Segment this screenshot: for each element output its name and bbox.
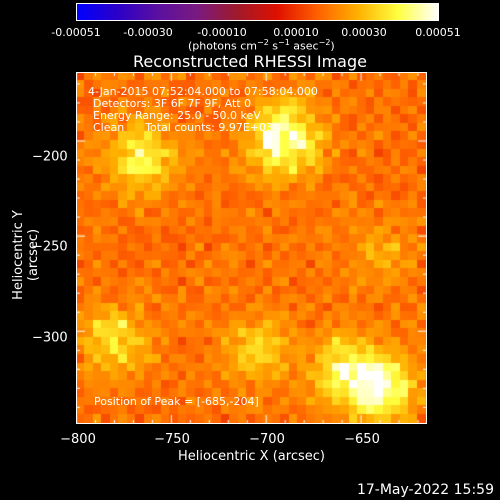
heatmap-image	[76, 72, 427, 424]
colorbar-tick-label: 0.00030	[341, 26, 387, 39]
colorbar-tick-label: 0.00051	[415, 26, 461, 39]
chart-title: Reconstructed RHESSI Image	[133, 52, 367, 71]
plot-datestamp: 17-May-2022 15:59	[356, 482, 494, 498]
colorbar-tick-label: -0.00051	[51, 26, 101, 39]
annotation-clean-counts: Clean Total counts: 9.97E+03	[93, 121, 274, 134]
colorbar-unit-label: (photons cm−2 s−1 asec−2)	[188, 38, 335, 53]
colorbar-tick-label: -0.00010	[197, 26, 247, 39]
annotation-time-range: 4-Jan-2015 07:52:04.000 to 07:58:04.000	[88, 85, 318, 98]
x-tick-label: −650	[344, 432, 380, 447]
x-tick-label: −800	[60, 432, 96, 447]
annotation-peak-position: Position of Peak = [-685,-204]	[94, 395, 259, 408]
colorbar	[76, 3, 439, 21]
x-axis-label: Heliocentric X (arcsec)	[178, 449, 325, 464]
y-tick-label: −200	[32, 149, 68, 165]
annotation-detectors: Detectors: 3F 6F 7F 9F, Att 0	[93, 97, 252, 110]
x-tick-label: −700	[249, 432, 285, 447]
y-tick-label: −250	[32, 239, 68, 255]
colorbar-tick-label: -0.00030	[123, 26, 173, 39]
colorbar-tick-label: 0.00010	[273, 26, 319, 39]
y-tick-label: −300	[32, 330, 68, 346]
x-tick-label: −750	[154, 432, 190, 447]
annotation-energy-range: Energy Range: 25.0 - 50.0 keV	[93, 109, 261, 122]
y-axis-label: Heliocentric Y (arcsec)	[11, 210, 41, 300]
